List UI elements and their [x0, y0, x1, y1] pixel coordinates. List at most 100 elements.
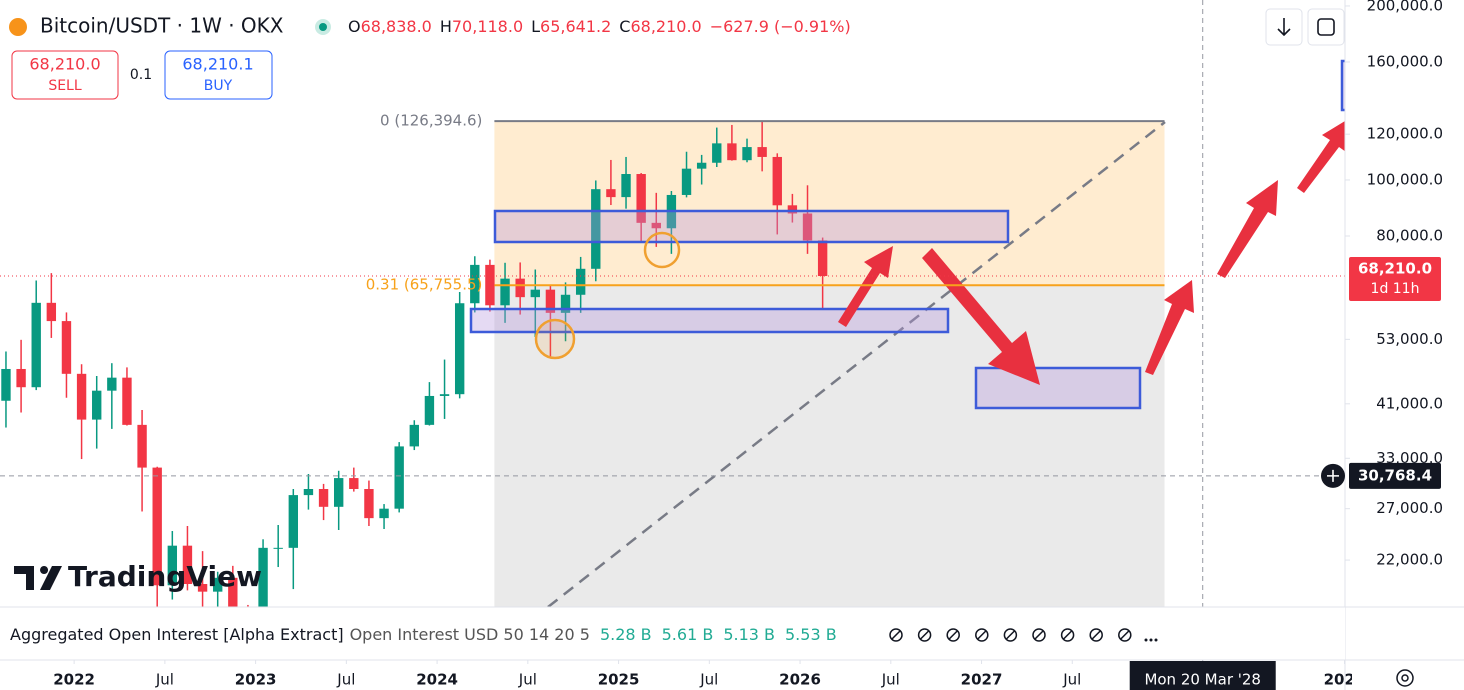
candle-body	[258, 547, 268, 607]
candle-body	[530, 289, 540, 298]
x-tick-label: Jul	[336, 671, 355, 689]
x-tick-label: 2022	[53, 671, 95, 689]
y-tick-label: 27,000.0	[1376, 499, 1443, 517]
indicator-value: 5.61 B	[662, 625, 714, 644]
na-icon	[975, 628, 989, 642]
indicator-legend: Aggregated Open Interest [Alpha Extract]…	[10, 625, 837, 644]
download-icon[interactable]	[1277, 18, 1291, 37]
na-icon	[1034, 630, 1044, 640]
candle-body	[696, 162, 707, 169]
countdown: 1d 11h	[1371, 281, 1420, 297]
candle-body	[349, 478, 359, 490]
na-icon	[917, 628, 932, 642]
candle-body	[575, 268, 586, 295]
candle-body	[621, 174, 631, 198]
symbol-title: Bitcoin/USDT · 1W · OKX	[40, 14, 284, 38]
zone-box	[974, 366, 1142, 410]
candle-body	[107, 377, 117, 391]
na-icon	[1063, 630, 1073, 640]
last-price-label: 68,210.0	[1358, 260, 1432, 278]
candle-body	[787, 205, 798, 214]
arrows	[838, 121, 1345, 385]
ohlc-value: 65,641.2	[540, 17, 611, 36]
crosshair-date-tag	[1129, 661, 1276, 690]
settings-icon[interactable]	[1396, 669, 1414, 687]
x-tick-label: Jul	[699, 671, 718, 689]
candle-body	[61, 321, 72, 374]
candle-body	[137, 424, 147, 468]
indicator-params: Open Interest USD 50 14 20 5	[350, 625, 590, 644]
candle-body	[213, 577, 223, 592]
y-tick-label: 41,000.0	[1376, 394, 1443, 412]
candle-body	[394, 446, 404, 509]
y-tick-label: 33,000.0	[1376, 449, 1443, 467]
sell-price[interactable]: 68,210.0	[29, 55, 100, 74]
last-price-tag	[1349, 257, 1441, 302]
x-tick-label: 2025	[598, 671, 640, 689]
x-tick-label: Jul	[881, 671, 900, 689]
candle-body	[152, 467, 162, 586]
fib-label: 0 (126,394.6)	[380, 112, 482, 130]
candle-body	[636, 174, 646, 223]
logo-mark	[14, 566, 62, 590]
candle-body	[288, 495, 299, 548]
buy-label[interactable]: BUY	[204, 78, 233, 94]
candle-body	[515, 278, 525, 298]
x-tick-label: 2027	[961, 671, 1003, 689]
y-tick-label: 120,000.0	[1367, 125, 1443, 143]
y-tick-label: 80,000.0	[1376, 226, 1443, 244]
candle-body	[742, 147, 752, 161]
coin-icon	[9, 18, 27, 36]
fullscreen-icon[interactable]	[1317, 18, 1335, 36]
candle-body	[772, 156, 782, 206]
settings-icon[interactable]	[1401, 674, 1409, 682]
price-axis	[1345, 0, 1464, 660]
ohlc: O68,838.0 H70,118.0 L65,641.2 C68,210.0 −627…	[348, 17, 851, 36]
zone-box	[1340, 59, 1345, 112]
candle-body	[454, 303, 465, 395]
na-icon	[920, 630, 930, 640]
x-tick-label: 2026	[779, 671, 821, 689]
candle-body	[122, 377, 132, 425]
ohlc-value: 70,118.0	[452, 17, 523, 36]
ohlc-key: O	[348, 17, 361, 36]
candle-body	[606, 189, 616, 198]
candle-body	[46, 302, 57, 322]
candle-body	[92, 390, 102, 420]
candle-body	[16, 368, 26, 388]
na-icon	[889, 628, 903, 642]
ohlc-key: C	[619, 17, 630, 36]
candle-body	[757, 147, 767, 157]
candle-body	[470, 264, 480, 304]
fib-zone	[494, 285, 1165, 607]
crosshair-price-tag	[1349, 462, 1441, 489]
candle-body	[167, 545, 178, 586]
ohlc-value: 68,210.0	[630, 17, 701, 36]
arrow	[922, 248, 1040, 385]
sell-label[interactable]: SELL	[48, 78, 82, 94]
candle-body	[31, 302, 41, 388]
na-icon	[1089, 628, 1103, 642]
na-icon	[1003, 628, 1018, 642]
sell-button[interactable]	[11, 50, 119, 100]
candle-body	[560, 294, 571, 313]
candle-body	[485, 264, 495, 306]
arrow	[1145, 280, 1194, 375]
na-icon	[1120, 630, 1130, 640]
candle-body	[727, 143, 737, 161]
y-tick-label: 160,000.0	[1367, 52, 1443, 70]
na-icon	[946, 628, 960, 642]
ohlc-key: L	[531, 17, 540, 36]
candle-body	[651, 222, 661, 229]
buy-button[interactable]	[164, 50, 273, 100]
candle-body	[545, 289, 556, 313]
na-icon	[1118, 628, 1132, 642]
candle-body	[333, 478, 344, 507]
buy-price[interactable]: 68,210.1	[182, 55, 253, 74]
fullscreen-button[interactable]	[1307, 8, 1345, 46]
indicator-name: Aggregated Open Interest [Alpha Extract]	[10, 625, 344, 644]
spread: 0.1	[130, 67, 152, 83]
zone-box	[493, 209, 1010, 244]
na-icon	[1005, 630, 1015, 640]
ohlc-value: 68,838.0	[361, 17, 432, 36]
